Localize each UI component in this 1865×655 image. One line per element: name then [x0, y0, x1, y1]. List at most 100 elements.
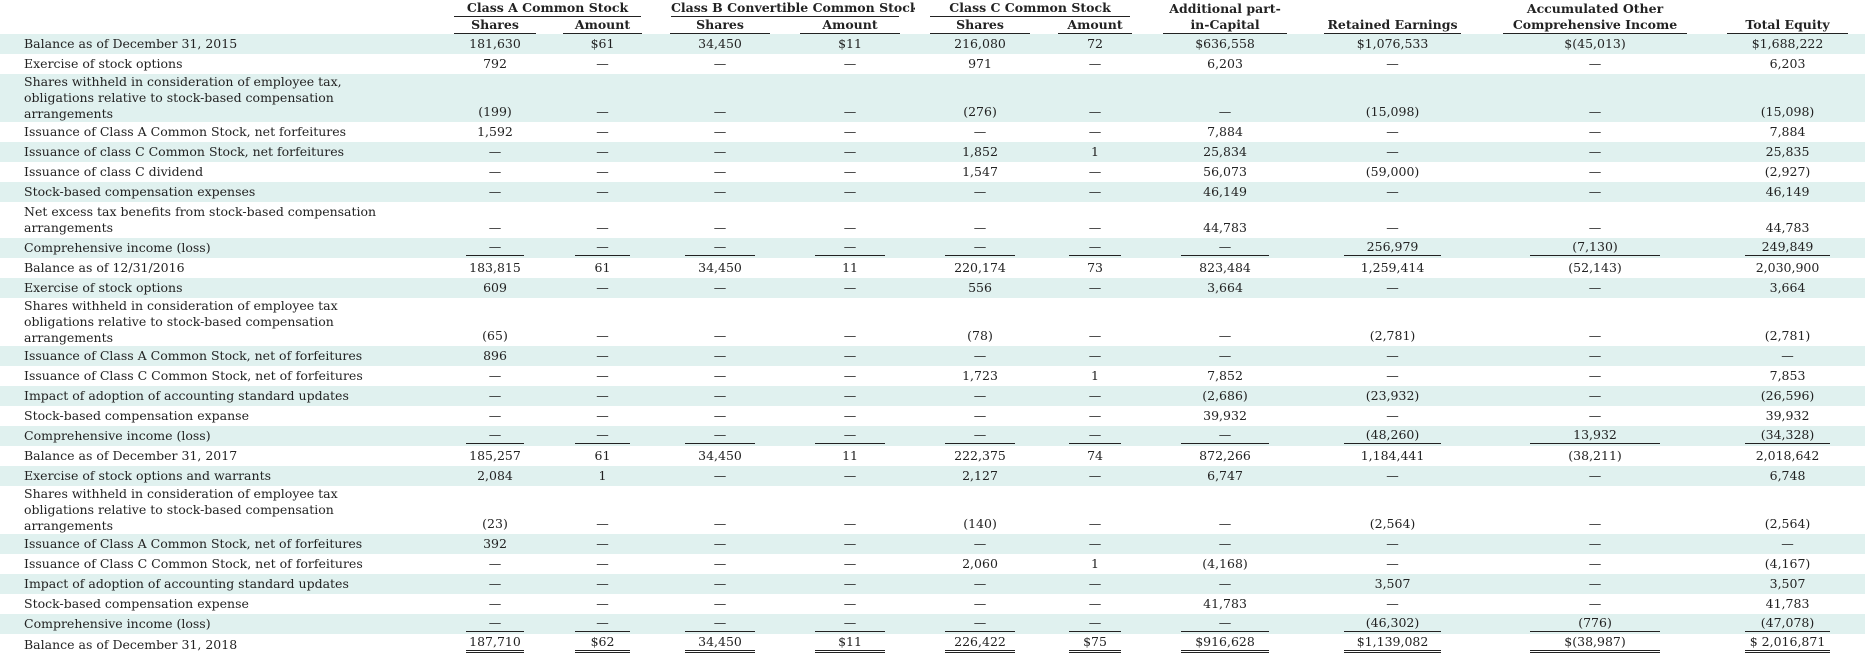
cell-value: —: [814, 615, 886, 632]
cell-value: 7,853: [1769, 368, 1806, 383]
cell: —: [1305, 534, 1480, 554]
cell: —: [550, 554, 655, 574]
cell: —: [1305, 466, 1480, 486]
cell: $1,076,533: [1305, 34, 1480, 54]
cell: (2,564): [1710, 486, 1865, 534]
blank-header: [0, 0, 440, 34]
cell: —: [440, 614, 550, 634]
cell-value: —: [1218, 536, 1232, 551]
cell-value: —: [596, 164, 609, 179]
cell: —: [1480, 142, 1710, 162]
cell: 3,664: [1710, 278, 1865, 298]
cell-value: —: [1588, 556, 1602, 571]
cell-value: 187,710: [465, 634, 525, 653]
cell: 13,932: [1480, 426, 1710, 446]
cell-value: —: [596, 144, 609, 159]
cell-value: —: [596, 408, 609, 423]
cell-value: —: [1218, 576, 1232, 591]
row-label: Impact of adoption of accounting standar…: [24, 388, 349, 403]
cell-value: —: [713, 576, 727, 591]
cell-value: —: [713, 388, 727, 403]
cell: 1,852: [915, 142, 1045, 162]
group-title: Class C Common Stock: [929, 0, 1131, 17]
cell: —: [655, 534, 785, 554]
cell-value: —: [488, 184, 502, 199]
row-label: Shares withheld in consideration of empl…: [24, 486, 338, 533]
cell-value: (78): [967, 328, 993, 343]
cell: 61: [550, 446, 655, 466]
cell-value: 6,203: [1769, 56, 1806, 71]
cell-value: —: [596, 104, 609, 119]
cell: —: [550, 74, 655, 122]
cell-value: (140): [963, 516, 997, 531]
cell-value: 41,783: [1203, 596, 1247, 611]
row-label: Comprehensive income (loss): [24, 616, 211, 631]
column-header: Additional part-in-Capital: [1145, 0, 1305, 34]
cell-value: —: [1180, 239, 1270, 256]
row-label: Balance as of December 31, 2018: [24, 636, 238, 652]
cell: —: [655, 278, 785, 298]
cell: (26,596): [1710, 386, 1865, 406]
cell-value: —: [1588, 56, 1602, 71]
cell: —: [785, 182, 915, 202]
cell-value: —: [1088, 408, 1102, 423]
cell: (47,078): [1710, 614, 1865, 634]
cell-value: 216,080: [954, 36, 1006, 51]
cell-value: 61: [594, 448, 611, 463]
cell-value: —: [843, 220, 857, 235]
cell-value: —: [713, 408, 727, 423]
table-row: Comprehensive income (loss) — — — — — — — (46,30…: [0, 614, 1865, 634]
cell: —: [550, 594, 655, 614]
cell-value: —: [1588, 104, 1602, 119]
table-row: Balance as of 12/31/2016 183,815 61 34,450 1…: [0, 258, 1865, 278]
cell: (38,211): [1480, 446, 1710, 466]
cell-value: —: [488, 596, 502, 611]
cell-value: 6,203: [1207, 56, 1243, 71]
cell: 185,257: [440, 446, 550, 466]
row-label: Exercise of stock options and warrants: [24, 468, 272, 483]
cell: (2,781): [1305, 298, 1480, 346]
cell-value: (2,927): [1764, 164, 1811, 179]
cell-value: —: [713, 56, 727, 71]
cell-value: —: [1386, 144, 1399, 159]
cell: —: [655, 574, 785, 594]
cell: 6,747: [1145, 466, 1305, 486]
cell: (34,328): [1710, 426, 1865, 446]
cell-value: (2,781): [1369, 328, 1416, 343]
cell-value: —: [1781, 348, 1794, 363]
cell: 556: [915, 278, 1045, 298]
cell-value: —: [1088, 468, 1102, 483]
cell-value: 1,184,441: [1360, 448, 1425, 463]
cell-value: —: [1588, 388, 1602, 403]
cell-value: (26,596): [1760, 388, 1815, 403]
cell-value: 11: [842, 260, 858, 275]
cell-value: (46,302): [1343, 615, 1442, 632]
cell: —: [1045, 54, 1145, 74]
table-row: Net excess tax benefits from stock-based…: [0, 202, 1865, 238]
cell-value: —: [596, 556, 609, 571]
cell-value: —: [488, 576, 502, 591]
table-row: Stock-based compensation expense — — — — — — 41…: [0, 594, 1865, 614]
cell-value: —: [1218, 104, 1232, 119]
cell: 72: [1045, 34, 1145, 54]
cell: 256,979: [1305, 238, 1480, 258]
cell-value: —: [843, 556, 857, 571]
cell: 220,174: [915, 258, 1045, 278]
table-row: Balance as of December 31, 2015 181,630 $6…: [0, 34, 1865, 54]
cell-value: —: [488, 164, 502, 179]
cell-value: 7,884: [1207, 124, 1243, 139]
cell-value: —: [1386, 468, 1399, 483]
cell-value: —: [843, 124, 857, 139]
cell-value: —: [1386, 220, 1399, 235]
cell: —: [1145, 574, 1305, 594]
cell-value: 256,979: [1343, 239, 1442, 256]
cell: —: [550, 426, 655, 446]
cell-value: —: [1588, 576, 1602, 591]
column-header: Shares: [915, 17, 1045, 34]
cell: $916,628: [1145, 634, 1305, 655]
cell-value: 6,748: [1769, 468, 1806, 483]
column-title: Amount: [563, 17, 642, 34]
table-body: Balance as of December 31, 2015 181,630 $6…: [0, 34, 1865, 655]
cell: 34,450: [655, 634, 785, 655]
